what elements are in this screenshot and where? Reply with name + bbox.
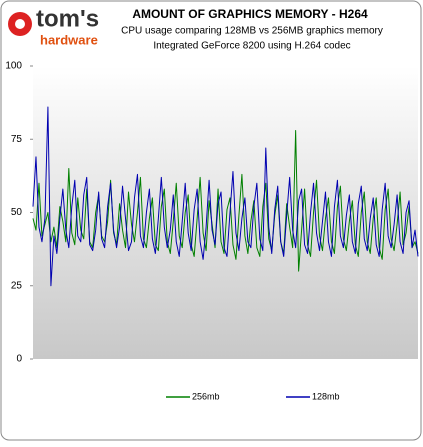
- logo-icon-inner: [15, 19, 25, 29]
- chart-subtitle: CPU usage comparing 128MB vs 256MB graph…: [121, 26, 383, 37]
- y-tick-label: 50: [11, 207, 23, 218]
- y-tick-label: 0: [16, 354, 22, 365]
- logo: tom's hardware: [8, 5, 99, 47]
- chart-subtitle: Integrated GeForce 8200 using H.264 code…: [153, 41, 350, 52]
- plot-area: [33, 66, 418, 359]
- legend-label: 256mb: [192, 391, 220, 401]
- series-line: [32, 106, 419, 287]
- brand-sub: hardware: [40, 32, 98, 47]
- series-line: [32, 129, 419, 272]
- legend-label: 128mb: [312, 391, 340, 401]
- chart-title: AMOUNT OF GRAPHICS MEMORY - H264: [132, 7, 368, 21]
- y-tick-label: 100: [5, 61, 22, 72]
- brand: tom's: [36, 5, 99, 32]
- y-tick-label: 75: [11, 134, 23, 145]
- y-tick-label: 25: [11, 280, 23, 291]
